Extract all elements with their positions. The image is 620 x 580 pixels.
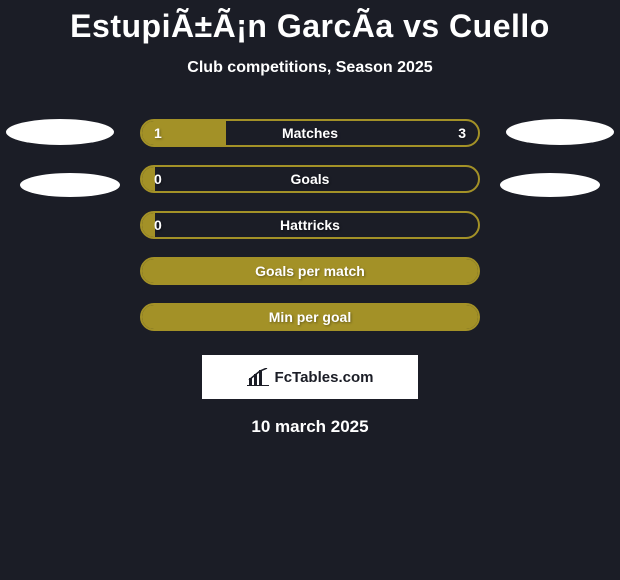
comparison-title: EstupiÃ±Ã¡n GarcÃ­a vs Cuello [0,0,620,45]
stats-area: 1 Matches 3 0 Goals 0 Hattricks Goals per match… [0,119,620,331]
player-right-shape-2 [500,173,600,197]
stat-left-value: 0 [154,217,162,233]
stat-row: Goals per match [140,257,480,285]
stat-left-value: 1 [154,125,162,141]
player-left-shape-2 [20,173,120,197]
stat-right-value: 3 [458,125,466,141]
stat-label: Hattricks [280,217,340,233]
stat-row: Min per goal [140,303,480,331]
player-right-shape-1 [506,119,614,145]
stat-rows: 1 Matches 3 0 Goals 0 Hattricks Goals per match… [140,119,480,331]
stat-row: 0 Hattricks [140,211,480,239]
comparison-subtitle: Club competitions, Season 2025 [0,59,620,77]
stat-label: Matches [282,125,338,141]
bar-chart-icon [247,368,269,386]
stat-left-value: 0 [154,171,162,187]
source-logo: FcTables.com [202,355,418,399]
player-left-shape-1 [6,119,114,145]
stat-row: 1 Matches 3 [140,119,480,147]
stat-label: Goals [291,171,330,187]
snapshot-date: 10 march 2025 [0,417,620,437]
stat-label: Goals per match [255,263,365,279]
stat-label: Min per goal [269,309,351,325]
source-logo-text: FcTables.com [275,369,374,386]
stat-row: 0 Goals [140,165,480,193]
